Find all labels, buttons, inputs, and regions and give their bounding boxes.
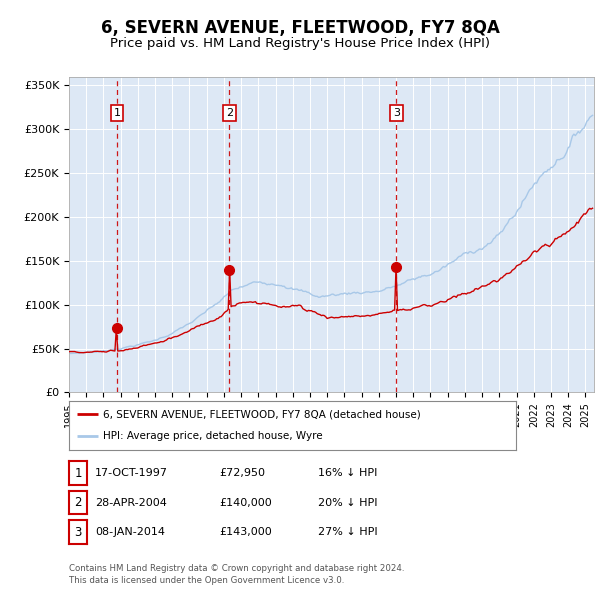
Text: 6, SEVERN AVENUE, FLEETWOOD, FY7 8QA: 6, SEVERN AVENUE, FLEETWOOD, FY7 8QA [101, 19, 499, 37]
Text: Contains HM Land Registry data © Crown copyright and database right 2024.
This d: Contains HM Land Registry data © Crown c… [69, 564, 404, 585]
Text: 3: 3 [393, 108, 400, 118]
Text: 28-APR-2004: 28-APR-2004 [95, 498, 167, 507]
Text: £143,000: £143,000 [219, 527, 272, 537]
Text: 1: 1 [74, 467, 82, 480]
Text: £72,950: £72,950 [219, 468, 265, 478]
Text: HPI: Average price, detached house, Wyre: HPI: Average price, detached house, Wyre [103, 431, 322, 441]
Text: 3: 3 [74, 526, 82, 539]
Text: 2: 2 [74, 496, 82, 509]
Text: 20% ↓ HPI: 20% ↓ HPI [318, 498, 377, 507]
Text: 2: 2 [226, 108, 233, 118]
Text: 08-JAN-2014: 08-JAN-2014 [95, 527, 165, 537]
Text: 27% ↓ HPI: 27% ↓ HPI [318, 527, 377, 537]
Text: Price paid vs. HM Land Registry's House Price Index (HPI): Price paid vs. HM Land Registry's House … [110, 37, 490, 50]
Text: 17-OCT-1997: 17-OCT-1997 [95, 468, 168, 478]
Text: 1: 1 [113, 108, 121, 118]
Text: 16% ↓ HPI: 16% ↓ HPI [318, 468, 377, 478]
Text: £140,000: £140,000 [219, 498, 272, 507]
Text: 6, SEVERN AVENUE, FLEETWOOD, FY7 8QA (detached house): 6, SEVERN AVENUE, FLEETWOOD, FY7 8QA (de… [103, 409, 420, 419]
